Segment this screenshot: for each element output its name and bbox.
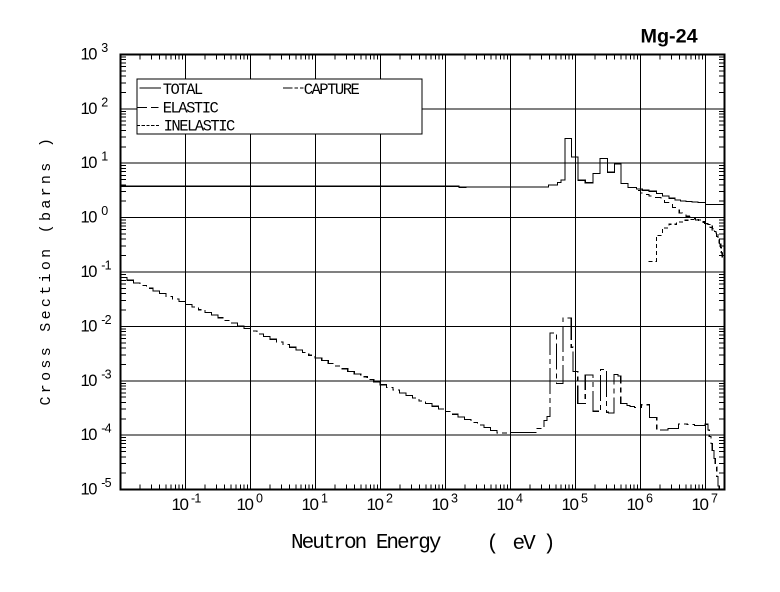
svg-text:10: 10 [627,495,644,514]
svg-text:-4: -4 [101,422,111,436]
svg-text:6: 6 [646,491,653,505]
svg-text:3: 3 [101,41,108,55]
svg-text:Cross Section (barns ): Cross Section (barns ) [38,135,55,406]
svg-text:10: 10 [81,45,98,63]
svg-text:Neutron Energy: Neutron Energy [291,532,441,555]
svg-text:10: 10 [81,372,98,390]
svg-text:3: 3 [451,491,458,505]
svg-text:10: 10 [302,495,319,514]
svg-text:): ) [543,533,556,556]
svg-text:10: 10 [81,100,98,118]
svg-text:10: 10 [172,495,189,514]
svg-text:0: 0 [101,204,108,218]
svg-text:1: 1 [101,150,108,164]
svg-text:10: 10 [81,209,98,227]
svg-text:10: 10 [81,481,98,499]
svg-text:eV: eV [513,533,537,556]
svg-text:CAPTURE: CAPTURE [304,81,360,99]
svg-text:10: 10 [81,263,98,281]
svg-text:10: 10 [497,495,514,514]
svg-text:10: 10 [692,495,709,514]
svg-text:-1: -1 [101,259,111,273]
svg-text:10: 10 [237,495,254,514]
svg-text:-5: -5 [101,476,111,490]
svg-text:1: 1 [321,491,328,505]
svg-text:2: 2 [386,491,393,505]
svg-text:ELASTIC: ELASTIC [163,100,219,118]
svg-text:10: 10 [81,154,98,172]
svg-text:-1: -1 [191,491,201,505]
svg-text:-3: -3 [101,367,111,381]
svg-text:Mg-24: Mg-24 [641,26,698,48]
svg-text:0: 0 [256,491,263,505]
svg-text:TOTAL: TOTAL [163,81,203,99]
svg-text:-2: -2 [101,313,111,327]
svg-text:4: 4 [516,491,523,505]
svg-text:(: ( [487,533,500,556]
svg-text:7: 7 [711,491,718,505]
svg-text:10: 10 [81,317,98,335]
svg-text:5: 5 [581,491,588,505]
svg-text:10: 10 [562,495,579,514]
svg-text:2: 2 [101,95,108,109]
svg-text:10: 10 [432,495,449,514]
svg-text:INELASTIC: INELASTIC [164,117,235,135]
svg-text:10: 10 [367,495,384,514]
svg-text:10: 10 [81,426,98,444]
